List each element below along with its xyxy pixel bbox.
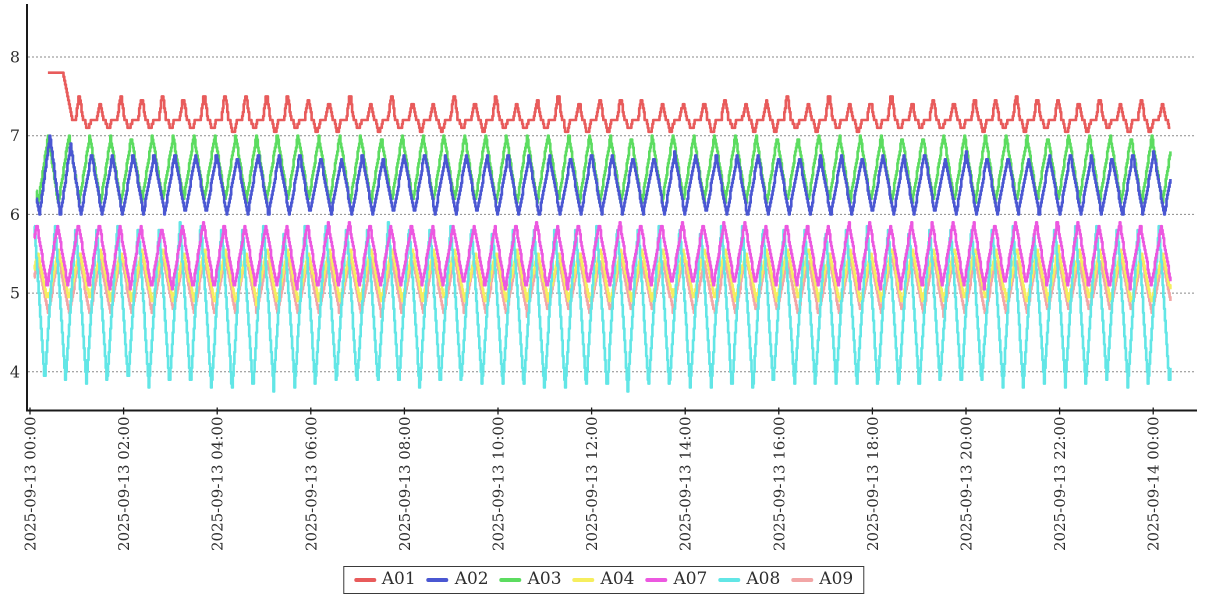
legend-swatch-A07 xyxy=(645,577,668,582)
x-tick-label: 2025-09-13 14:00 xyxy=(677,417,695,551)
x-tick-label: 2025-09-13 02:00 xyxy=(115,417,133,551)
legend-label-A02: A02 xyxy=(454,569,489,589)
legend-swatch-A09 xyxy=(791,577,814,582)
legend-item-A04: A04 xyxy=(572,569,635,589)
x-tick-label: 2025-09-13 04:00 xyxy=(209,417,227,551)
x-tick-label: 2025-09-13 06:00 xyxy=(302,417,320,551)
legend-label-A09: A09 xyxy=(819,569,854,589)
series-line-A09 xyxy=(33,252,1172,318)
legend-swatch-A01 xyxy=(353,577,376,582)
legend-label-A01: A01 xyxy=(381,569,416,589)
y-tick-label: 6 xyxy=(10,205,20,224)
y-tick-label: 7 xyxy=(10,126,20,145)
series-line-A02 xyxy=(35,134,1172,216)
x-tick-label: 2025-09-13 00:00 xyxy=(22,417,40,551)
y-tick-label: 5 xyxy=(10,284,20,303)
legend-item-A08: A08 xyxy=(718,571,780,588)
legend: A01 A02 A03 A04 A07 A08 A09 xyxy=(342,566,865,594)
x-tick-label: 2025-09-13 20:00 xyxy=(958,417,976,551)
x-tick-label: 2025-09-13 10:00 xyxy=(490,417,508,551)
legend-label-A03: A03 xyxy=(527,569,562,589)
legend-swatch-A03 xyxy=(499,577,522,582)
legend-label-A07: A07 xyxy=(673,569,708,589)
y-tick-label: 4 xyxy=(10,362,20,381)
y-tick-label: 8 xyxy=(10,48,20,67)
series-line-A08 xyxy=(33,221,1172,393)
series-line-A01 xyxy=(47,71,1171,134)
axes xyxy=(26,4,1197,415)
legend-item-A09: A09 xyxy=(791,571,853,588)
x-tick-label: 2025-09-13 16:00 xyxy=(770,417,788,551)
legend-label-A08: A08 xyxy=(746,569,781,589)
legend-item-A02: A02 xyxy=(426,569,489,589)
legend-label-A04: A04 xyxy=(600,569,635,589)
series-line-A04 xyxy=(33,244,1172,307)
series-lines xyxy=(33,71,1172,393)
x-tick-label: 2025-09-14 00:00 xyxy=(1145,417,1163,551)
legend-swatch-A08 xyxy=(718,577,741,582)
legend-item-A01: A01 xyxy=(353,569,416,589)
axis-labels: 8 7 6 5 4 2025-09-13 00:00 2025-09-13 02:00 202… xyxy=(10,48,1163,551)
x-tick-label: 2025-09-13 18:00 xyxy=(864,417,882,551)
legend-swatch-A02 xyxy=(426,577,449,582)
legend-swatch-A04 xyxy=(572,577,595,582)
x-tick-label: 2025-09-13 08:00 xyxy=(396,417,414,551)
series-line-A07 xyxy=(33,221,1172,291)
x-tick-label: 2025-09-13 22:00 xyxy=(1051,417,1069,551)
legend-item-A03: A03 xyxy=(499,569,562,589)
x-tick-label: 2025-09-13 12:00 xyxy=(583,417,601,551)
legend-item-A07: A07 xyxy=(645,571,707,588)
